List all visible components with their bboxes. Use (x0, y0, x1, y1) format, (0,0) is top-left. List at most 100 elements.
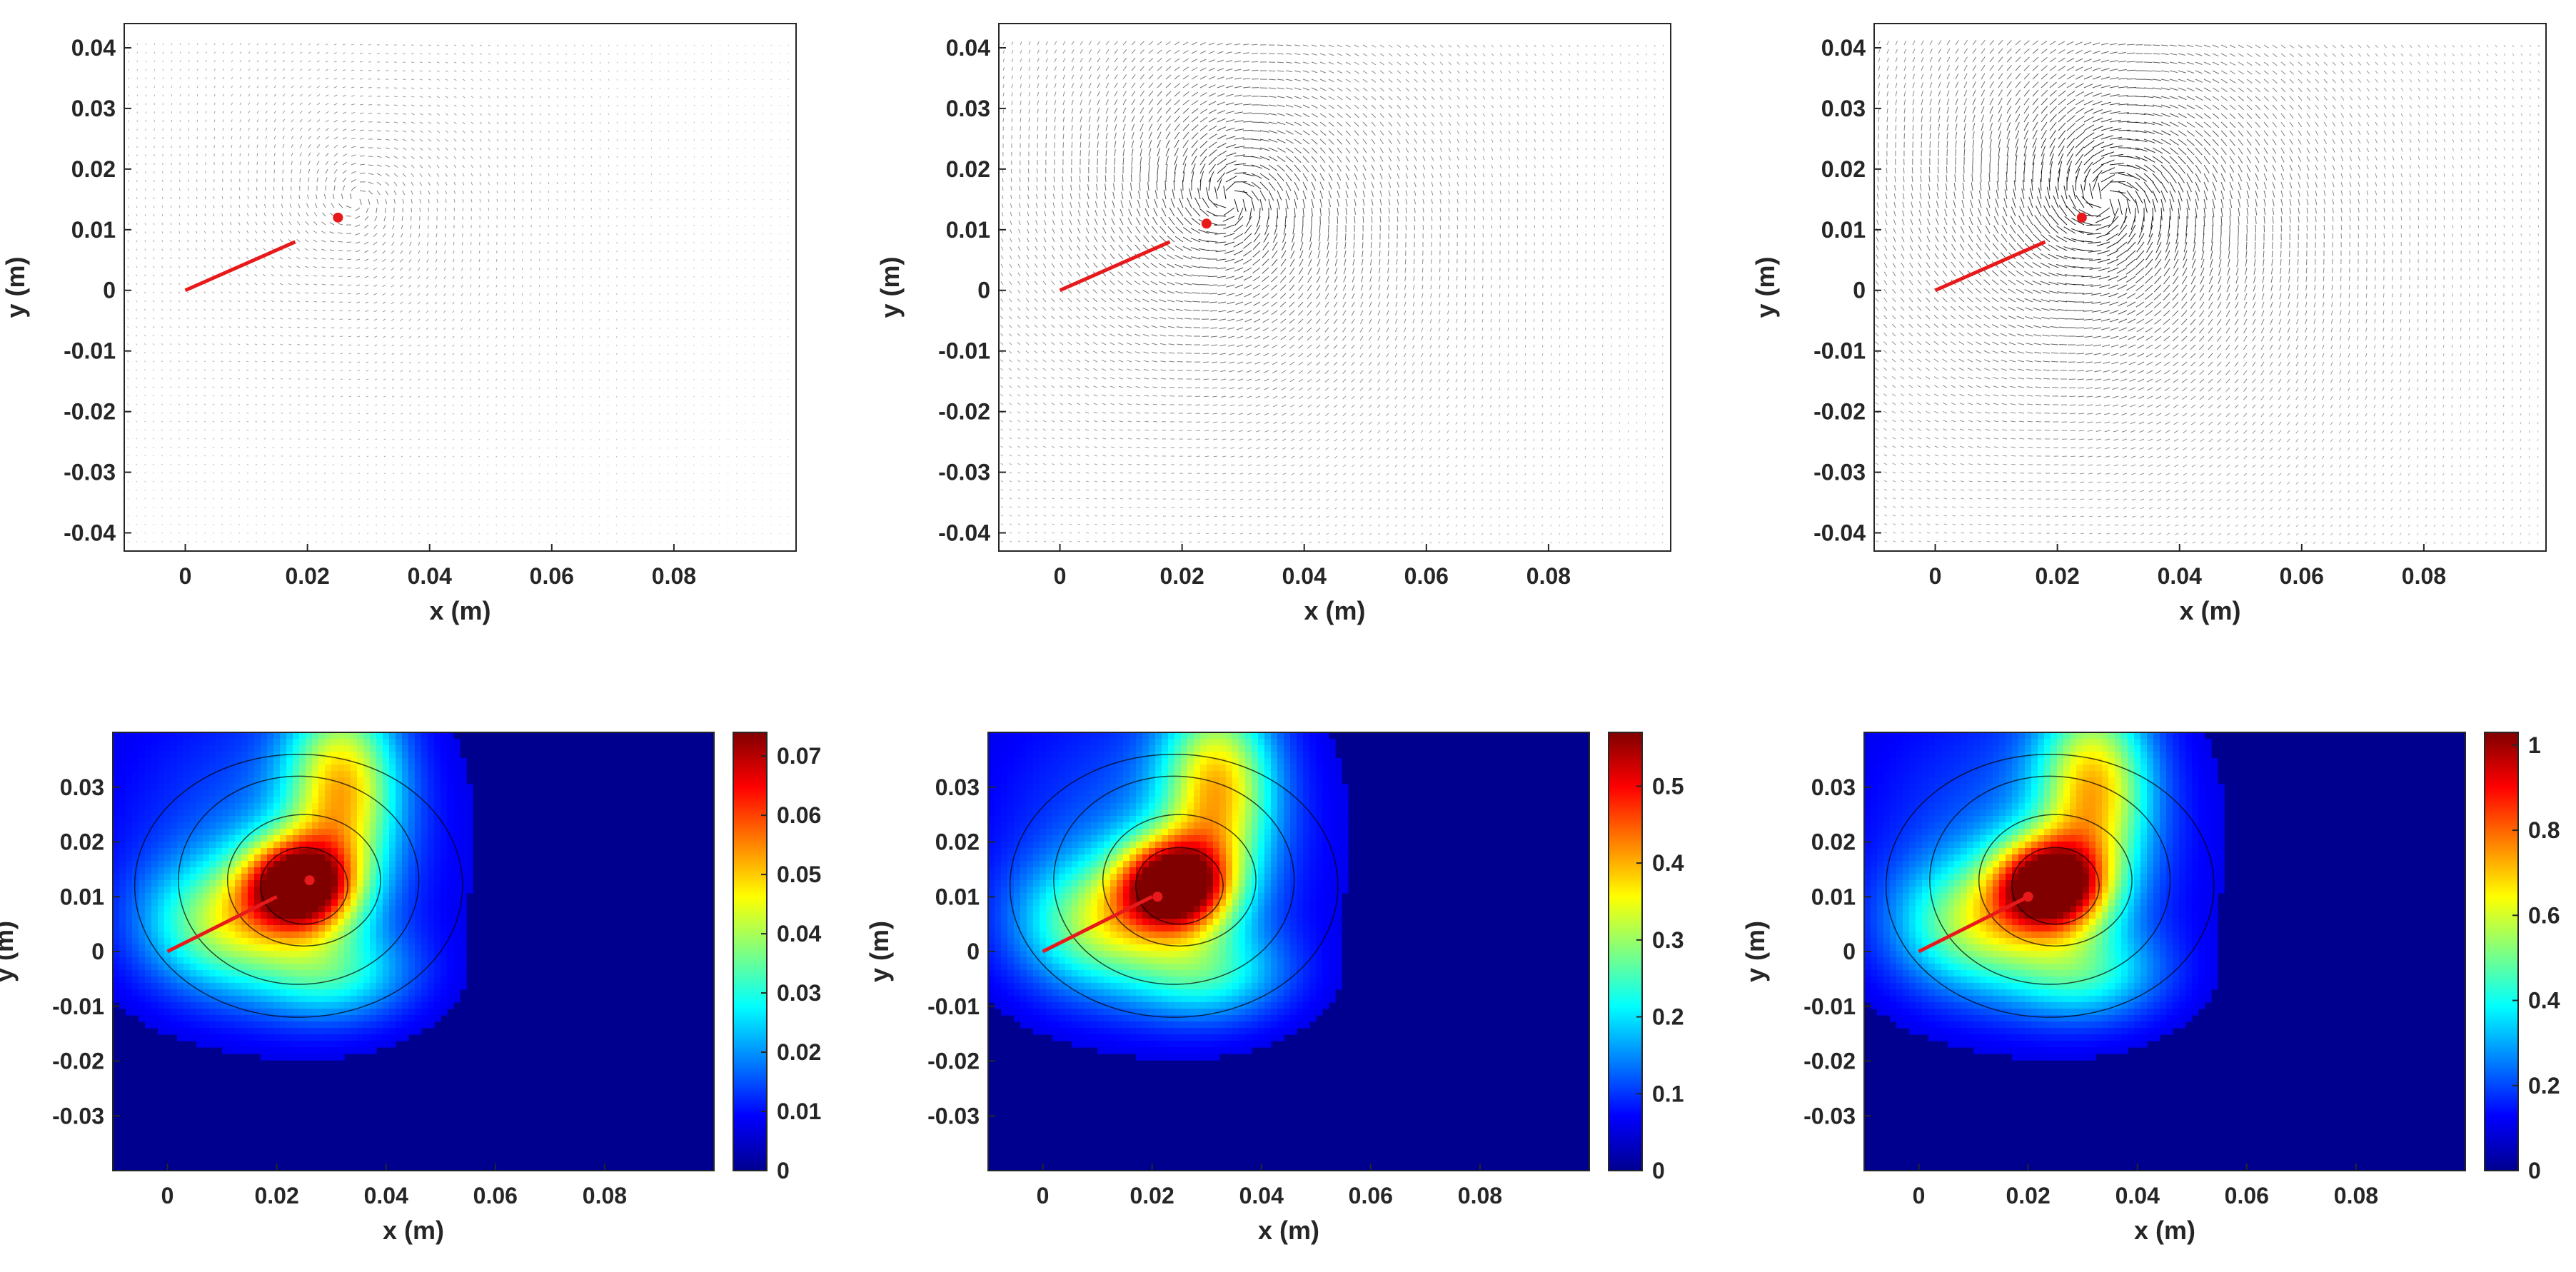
velocity-arrow (205, 188, 206, 191)
velocity-arrow (633, 533, 634, 534)
y-axis-label: y (m) (1, 256, 30, 318)
velocity-arrow (788, 62, 789, 63)
velocity-arrow (694, 105, 695, 106)
velocity-arrow (642, 516, 643, 517)
velocity-arrow (403, 79, 406, 80)
velocity-arrow (272, 387, 274, 388)
velocity-arrow (616, 370, 617, 372)
velocity-arrow (591, 191, 592, 192)
velocity-arrow (255, 395, 257, 396)
velocity-arrow (711, 139, 712, 140)
velocity-arrow (188, 120, 189, 122)
velocity-arrow (754, 88, 755, 89)
velocity-arrow (659, 430, 660, 431)
velocity-arrow (590, 328, 591, 329)
velocity-arrow (128, 507, 129, 508)
velocity-arrow (771, 79, 772, 80)
velocity-arrow (676, 473, 677, 474)
velocity-arrow (366, 422, 368, 423)
velocity-arrow (281, 378, 283, 379)
velocity-arrow (213, 455, 214, 456)
velocity-arrow (737, 62, 738, 63)
velocity-arrow (573, 302, 574, 303)
velocity-arrow (633, 482, 634, 483)
velocity-arrow (737, 139, 738, 140)
velocity-arrow (693, 473, 694, 474)
velocity-arrow (128, 197, 129, 199)
velocity-arrow (737, 79, 738, 80)
velocity-arrow (136, 498, 137, 499)
velocity-arrow (754, 113, 755, 114)
velocity-arrow (145, 197, 146, 199)
velocity-arrow (728, 45, 729, 46)
velocity-arrow (221, 447, 223, 448)
velocity-arrow (128, 498, 129, 499)
velocity-arrow (367, 430, 368, 431)
velocity-arrow (401, 533, 403, 534)
velocity-arrow (154, 103, 155, 105)
x-tick-label: 0.04 (408, 563, 452, 589)
velocity-arrow (677, 156, 678, 158)
velocity-arrow (710, 473, 711, 474)
velocity-arrow (676, 482, 677, 483)
velocity-arrow (401, 499, 403, 500)
velocity-arrow (367, 473, 368, 474)
velocity-arrow (650, 388, 651, 389)
velocity-arrow (263, 378, 266, 379)
velocity-arrow (384, 533, 386, 534)
velocity-arrow (693, 490, 694, 491)
velocity-arrow (590, 319, 591, 320)
velocity-arrow (144, 464, 146, 465)
velocity-arrow (651, 173, 652, 175)
velocity-arrow (694, 156, 695, 158)
velocity-arrow (453, 533, 454, 534)
velocity-arrow (178, 481, 180, 482)
velocity-arrow (650, 473, 651, 474)
velocity-arrow (238, 421, 240, 422)
velocity-arrow (659, 516, 660, 517)
velocity-arrow (497, 208, 498, 211)
velocity-arrow (384, 516, 386, 517)
velocity-arrow (128, 464, 129, 465)
velocity-arrow (213, 447, 214, 448)
velocity-arrow (616, 353, 617, 355)
velocity-arrow (358, 430, 360, 431)
velocity-arrow (179, 197, 180, 199)
velocity-arrow (265, 187, 266, 191)
velocity-arrow (616, 388, 617, 389)
velocity-arrow (213, 464, 214, 465)
velocity-arrow (676, 439, 677, 440)
velocity-arrow (573, 328, 574, 329)
velocity-arrow (145, 515, 146, 516)
velocity-arrow (238, 438, 240, 439)
velocity-arrow (367, 490, 368, 491)
velocity-arrow (170, 447, 171, 448)
velocity-arrow (376, 490, 377, 491)
velocity-arrow (616, 345, 617, 346)
velocity-arrow (137, 78, 138, 79)
velocity-arrow (393, 533, 394, 534)
velocity-arrow (668, 173, 669, 175)
velocity-arrow (677, 148, 678, 149)
velocity-arrow (659, 499, 660, 500)
velocity-arrow (145, 498, 146, 499)
quiver-plot: 0 0.02 0.04 0.06 0.080.040.030.020.010-0.01-… (875, 24, 1671, 625)
velocity-arrow (710, 482, 711, 483)
velocity-arrow (314, 310, 317, 311)
velocity-arrow (128, 455, 129, 456)
velocity-arrow (599, 336, 600, 338)
velocity-arrow (574, 191, 575, 193)
velocity-arrow (694, 113, 695, 114)
velocity-arrow (368, 44, 371, 45)
velocity-arrow (306, 327, 308, 328)
velocity-arrow (196, 455, 197, 456)
velocity-arrow (349, 430, 351, 431)
velocity-arrow (377, 139, 381, 140)
velocity-arrow (401, 516, 403, 517)
velocity-arrow (754, 105, 755, 106)
velocity-arrow (617, 191, 618, 192)
velocity-arrow (685, 96, 686, 97)
velocity-arrow (685, 131, 686, 132)
velocity-arrow (702, 482, 703, 483)
velocity-arrow (170, 481, 171, 482)
